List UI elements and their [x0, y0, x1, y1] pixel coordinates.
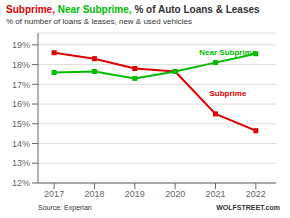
html-text:Source: Experian: Source: Experian	[38, 204, 92, 211]
svg-text:14%: 14%	[12, 139, 30, 149]
svg-text:18%: 18%	[12, 60, 30, 70]
svg-text:2017: 2017	[44, 189, 64, 199]
html-text:WOLFSTREET.com: WOLFSTREET.com	[216, 204, 280, 211]
html-text:Subprime, Near Subprime,% of A: Subprime, Near Subprime,% of Auto Loans …	[6, 4, 260, 15]
svg-text:Subprime: Subprime	[209, 89, 246, 98]
svg-text:12%: 12%	[12, 178, 30, 188]
html-text:% of number of loans & leases,: % of number of loans & leases, new & use…	[6, 17, 192, 26]
svg-text:17%: 17%	[12, 80, 30, 90]
svg-text:16%: 16%	[12, 99, 30, 109]
svg-text:2022: 2022	[246, 189, 266, 199]
svg-text:2020: 2020	[165, 189, 185, 199]
svg-text:19%: 19%	[12, 40, 30, 50]
svg-text:13%: 13%	[12, 158, 30, 168]
svg-text:2018: 2018	[84, 189, 104, 199]
svg-text:2021: 2021	[205, 189, 225, 199]
svg-text:15%: 15%	[12, 119, 30, 129]
svg-text:Near Subprime: Near Subprime	[199, 48, 256, 57]
svg-text:2019: 2019	[125, 189, 145, 199]
